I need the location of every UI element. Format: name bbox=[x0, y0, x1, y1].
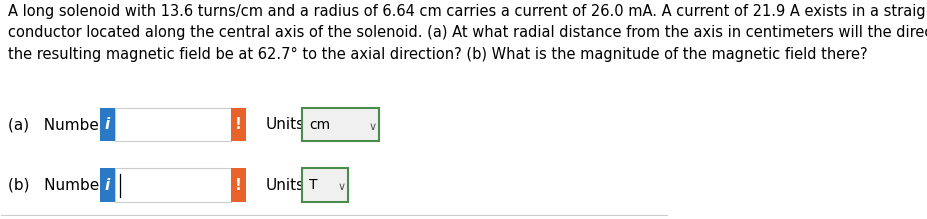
Text: ∨: ∨ bbox=[368, 122, 376, 132]
FancyBboxPatch shape bbox=[115, 108, 231, 141]
FancyBboxPatch shape bbox=[231, 168, 246, 202]
FancyBboxPatch shape bbox=[115, 168, 231, 202]
FancyBboxPatch shape bbox=[100, 168, 115, 202]
FancyBboxPatch shape bbox=[100, 108, 115, 141]
Text: T: T bbox=[309, 178, 317, 192]
Text: cm: cm bbox=[309, 118, 330, 132]
Text: i: i bbox=[105, 178, 109, 193]
Text: Units: Units bbox=[265, 178, 305, 193]
Text: i: i bbox=[105, 117, 109, 132]
FancyBboxPatch shape bbox=[231, 108, 246, 141]
Text: Units: Units bbox=[265, 117, 305, 132]
FancyBboxPatch shape bbox=[302, 108, 378, 141]
Text: (a)   Number: (a) Number bbox=[8, 117, 105, 132]
Text: !: ! bbox=[235, 178, 242, 193]
Text: !: ! bbox=[235, 117, 242, 132]
Text: ∨: ∨ bbox=[337, 182, 345, 192]
FancyBboxPatch shape bbox=[302, 168, 348, 202]
Text: (b)   Number: (b) Number bbox=[8, 178, 106, 193]
Text: A long solenoid with 13.6 turns/cm and a radius of 6.64 cm carries a current of : A long solenoid with 13.6 turns/cm and a… bbox=[8, 4, 927, 62]
